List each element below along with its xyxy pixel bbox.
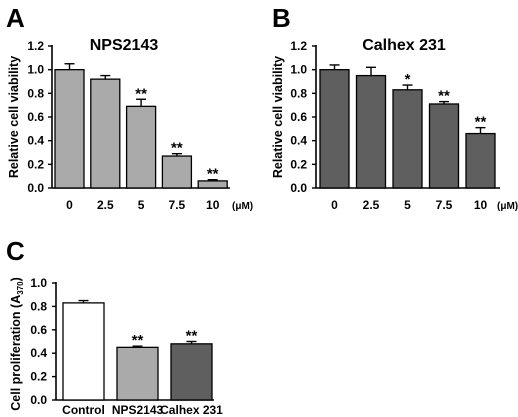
panel-a: A NPS2143 Relative cell viability 0.0 0.2 0.4… (6, 3, 253, 212)
x-tick-label: 5 (138, 198, 145, 212)
y-tick-label: 0.4 (290, 134, 307, 148)
y-tick-label: 0.2 (290, 157, 307, 171)
y-tick-label: 1.2 (290, 39, 307, 53)
chart-title: Calhex 231 (362, 37, 446, 54)
y-tick-label: 0.2 (30, 370, 47, 384)
significance-marker: * (405, 71, 411, 88)
y-tick-label: 0.4 (27, 134, 44, 148)
y-tick-label: 1.0 (27, 63, 44, 77)
y-tick-label: 0.8 (27, 86, 44, 100)
y-tick-label: 0.6 (30, 323, 47, 337)
panel-b: B Calhex 231 Relative cell viability 0.0 0.2… (271, 3, 518, 212)
bar-2.5 (90, 78, 121, 189)
significance-marker: ** (207, 166, 219, 183)
bar-calhex-231 (170, 343, 213, 401)
y-axis-label: Relative cell viability (7, 56, 21, 178)
x-tick-label: 0 (331, 198, 338, 212)
x-unit-label: (μM) (232, 201, 253, 212)
x-unit-label: (μM) (497, 201, 518, 212)
bar-10 (465, 132, 496, 189)
x-tick-label: 0 (66, 198, 73, 212)
panel-label: B (272, 3, 291, 33)
chart-title: NPS2143 (90, 37, 159, 54)
bar-0 (319, 69, 350, 189)
significance-marker: ** (186, 328, 198, 345)
y-tick-label: 0.6 (290, 110, 307, 124)
y-tick-label: 0.0 (30, 393, 47, 407)
significance-marker: ** (171, 140, 183, 157)
panel-c: C Cell proliferation (A370) 0.0 0.2 0.4 0.6 0.… (6, 236, 223, 417)
significance-marker: ** (135, 85, 147, 102)
y-axis-label: Relative cell viability (271, 56, 285, 178)
x-tick-label: Control (62, 403, 105, 417)
y-tick-label: 0.0 (290, 181, 307, 195)
bar-control (62, 302, 105, 401)
panel-label: C (6, 236, 25, 266)
x-tick-label: 7.5 (436, 198, 453, 212)
y-axis-label: Cell proliferation (A370) (9, 277, 25, 411)
y-tick-label: 0.2 (27, 157, 44, 171)
bar-5 (125, 105, 157, 189)
x-tick-label: 5 (404, 198, 411, 212)
y-tick-label: 0.0 (27, 181, 44, 195)
x-tick-label: 7.5 (169, 198, 186, 212)
bar-7.5 (428, 103, 460, 189)
y-tick-label: 0.8 (30, 299, 47, 313)
significance-marker: ** (132, 332, 144, 349)
x-tick-label: Calhex 231 (160, 403, 223, 417)
y-tick-label: 0.4 (30, 346, 47, 360)
significance-marker: ** (438, 88, 450, 105)
bar-5 (392, 89, 423, 189)
bar-2.5 (355, 74, 387, 189)
x-tick-label: 10 (474, 198, 488, 212)
y-tick-label: 1.0 (290, 63, 307, 77)
y-tick-label: 1.2 (27, 39, 44, 53)
bar-nps2143 (116, 346, 159, 401)
x-tick-label: 2.5 (97, 198, 114, 212)
panel-label: A (6, 3, 25, 33)
bar-0 (54, 69, 85, 189)
x-tick-label: NPS2143 (112, 403, 164, 417)
y-tick-label: 0.6 (27, 110, 44, 124)
significance-marker: ** (475, 114, 487, 131)
x-tick-label: 2.5 (363, 198, 380, 212)
y-tick-label: 0.8 (290, 86, 307, 100)
x-tick-label: 10 (206, 198, 220, 212)
bar-7.5 (161, 155, 193, 189)
y-tick-label: 1.0 (30, 276, 47, 290)
